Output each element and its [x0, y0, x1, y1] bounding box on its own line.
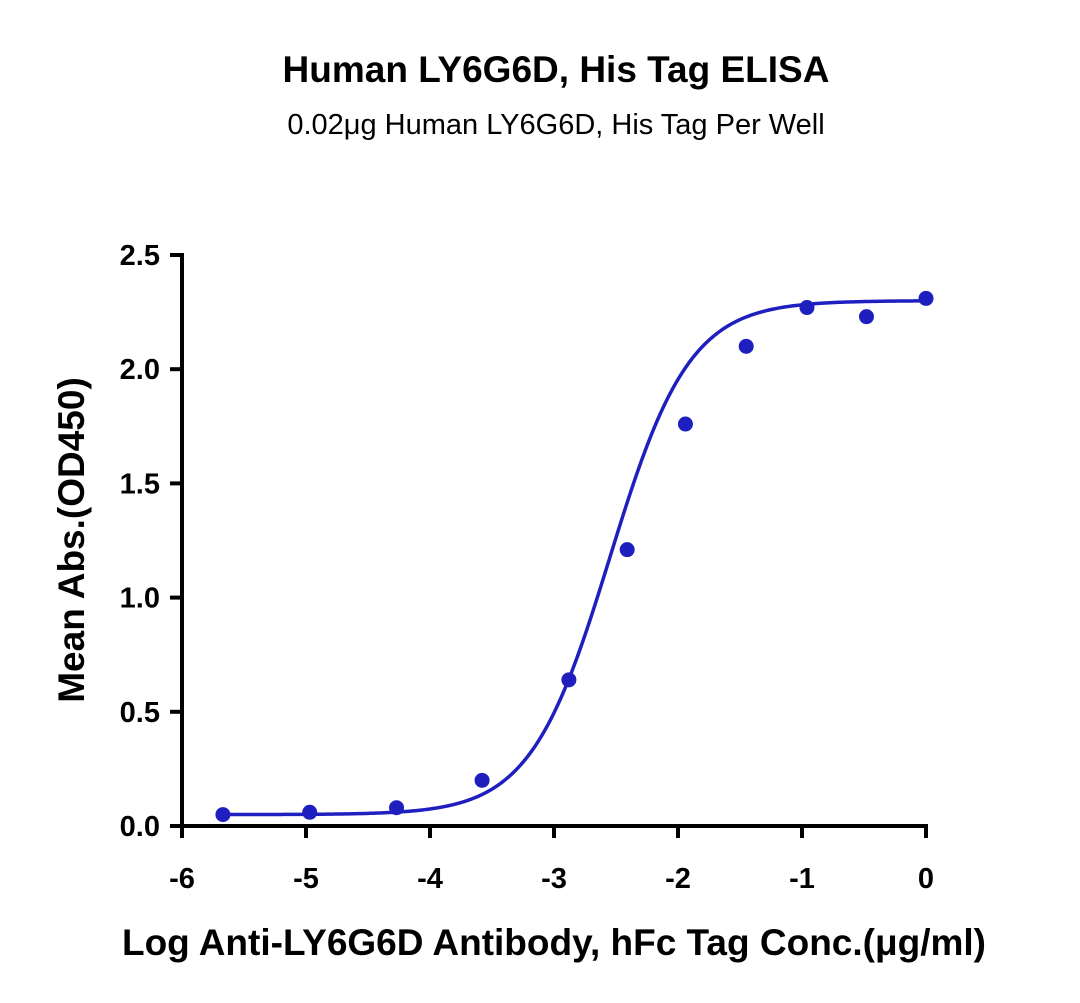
chart-subtitle: 0.02μg Human LY6G6D, His Tag Per Well [287, 109, 824, 141]
data-point [619, 542, 635, 558]
y-tick-label: 0.0 [120, 811, 160, 843]
data-point [738, 338, 754, 354]
x-tick-label: -2 [665, 863, 691, 895]
x-tick-label: 0 [918, 863, 934, 895]
data-point [215, 807, 231, 823]
y-axis-ticks: 0.0 0.5 1.0 1.5 2.0 2.5 [120, 240, 182, 843]
x-tick-label: -5 [293, 863, 319, 895]
y-tick-label: 0.5 [120, 697, 160, 729]
x-axis-label: Log Anti-LY6G6D Antibody, hFc Tag Conc.(… [122, 922, 986, 963]
x-axis-ticks: -6 -5 -4 -3 -2 -1 0 [169, 826, 934, 895]
y-tick-label: 2.5 [120, 240, 160, 272]
data-point [474, 772, 490, 788]
x-tick-label: -6 [169, 863, 195, 895]
data-points [215, 290, 934, 823]
data-point [918, 290, 934, 306]
fit-curve [222, 299, 927, 817]
y-tick-label: 1.0 [120, 583, 160, 615]
chart-title: Human LY6G6D, His Tag ELISA [283, 49, 830, 90]
y-axis-label: Mean Abs.(OD450) [51, 377, 92, 703]
x-tick-label: -3 [541, 863, 567, 895]
data-point [389, 800, 405, 816]
y-tick-label: 1.5 [120, 468, 160, 500]
data-point [302, 804, 318, 820]
data-point [858, 309, 874, 325]
x-tick-label: -4 [417, 863, 443, 895]
x-tick-label: -1 [789, 863, 815, 895]
y-tick-label: 2.0 [120, 354, 160, 386]
data-point [561, 672, 577, 688]
data-point [677, 416, 693, 432]
data-point [799, 300, 815, 316]
